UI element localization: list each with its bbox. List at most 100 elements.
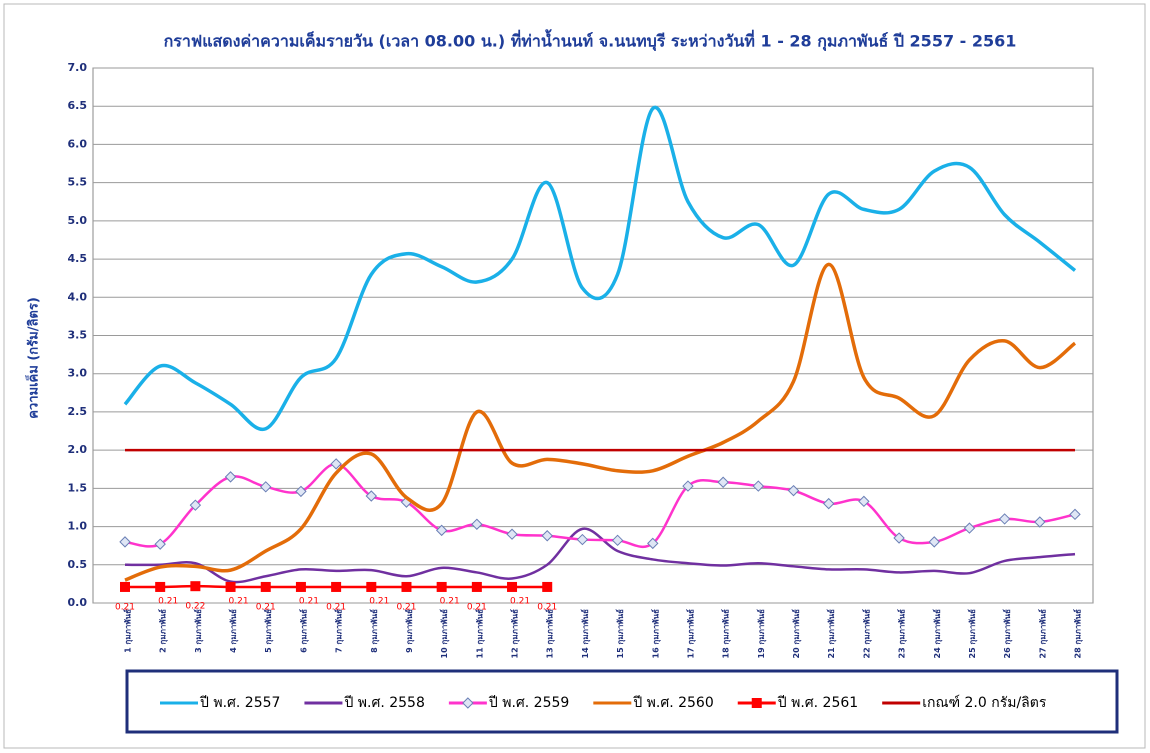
y-tick-label: 2.0	[68, 443, 88, 456]
x-tick-label: 3 กุมภาพันธ์	[193, 609, 204, 653]
y-tick-label: 3.5	[68, 329, 88, 342]
x-tick-label: 22 กุมภาพันธ์	[861, 609, 872, 659]
point	[155, 581, 166, 592]
point	[1069, 508, 1081, 521]
x-tick-label: 18 กุมภาพันธ์	[721, 609, 732, 659]
y-tick-label: 1.5	[68, 481, 88, 494]
data-label: 0.21	[396, 602, 416, 612]
x-tick-label: 20 กุมภาพันธ์	[791, 609, 802, 659]
y-tick-label: 6.5	[68, 99, 88, 112]
point	[507, 581, 518, 592]
legend-label: ปี พ.ศ. 2561	[777, 695, 858, 711]
x-tick-label: 2 กุมภาพันธ์	[158, 609, 169, 653]
y-tick-label: 0.0	[68, 596, 88, 609]
point	[752, 480, 765, 492]
point	[858, 495, 870, 508]
point	[436, 581, 447, 592]
legend-label: ปี พ.ศ. 2558	[344, 695, 425, 711]
point	[998, 513, 1011, 525]
x-tick-label: 28 กุมภาพันธ์	[1073, 609, 1084, 659]
y-tick-label: 7.0	[68, 61, 88, 74]
x-tick-label: 9 กุมภาพันธ์	[404, 609, 415, 653]
x-tick-label: 5 กุมภาพันธ์	[263, 609, 274, 653]
x-tick-label: 25 กุมภาพันธ์	[967, 609, 978, 659]
point	[119, 536, 131, 548]
data-label: 0.21	[440, 596, 460, 606]
x-tick-label: 6 กุมภาพันธ์	[298, 609, 309, 653]
y-tick-label: 4.0	[68, 290, 88, 303]
x-tick-label: 24 กุมภาพันธ์	[932, 609, 943, 659]
x-tick-label: 7 กุมภาพันธ์	[334, 609, 345, 653]
point	[542, 581, 553, 592]
x-tick-label: 8 กุมภาพันธ์	[369, 609, 380, 653]
point	[611, 534, 624, 547]
data-label: 0.21	[467, 602, 487, 612]
point	[365, 490, 378, 502]
x-tick-label: 13 กุมภาพันธ์	[545, 609, 556, 659]
legend-marker	[751, 698, 762, 708]
point	[822, 497, 835, 510]
data-label: 0.21	[369, 596, 389, 606]
point	[331, 581, 342, 592]
data-label: 0.21	[299, 596, 319, 606]
point	[224, 471, 237, 483]
point	[541, 530, 553, 542]
series-line	[124, 527, 1076, 584]
y-tick-label: 1.0	[68, 520, 88, 533]
y-axis-label: ความเค็ม (กรัม/ลิตร)	[24, 297, 42, 419]
x-tick-label: 23 กุมภาพันธ์	[897, 609, 908, 659]
point	[717, 476, 729, 488]
point	[295, 581, 306, 592]
y-tick-label: 5.5	[68, 176, 88, 189]
x-tick-label: 11 กุมภาพันธ์	[474, 609, 485, 659]
point	[154, 538, 166, 550]
point	[260, 481, 272, 493]
x-tick-label: 16 กุมภาพันธ์	[650, 609, 661, 659]
point	[471, 518, 483, 530]
data-label: 0.21	[115, 602, 135, 612]
series-line	[124, 462, 1076, 549]
point	[189, 499, 202, 511]
y-tick-label: 5.0	[68, 214, 88, 227]
point	[295, 485, 307, 498]
y-tick-label: 0.5	[68, 558, 88, 571]
legend-label: ปี พ.ศ. 2557	[200, 695, 281, 711]
x-tick-label: 15 กุมภาพันธ์	[615, 609, 626, 659]
point	[893, 532, 905, 544]
data-label: 0.21	[510, 596, 530, 606]
x-tick-label: 10 กุมภาพันธ์	[439, 609, 450, 659]
legend-label: ปี พ.ศ. 2559	[488, 695, 569, 711]
x-tick-label: 4 กุมภาพันธ์	[228, 609, 239, 653]
x-tick-label: 27 กุมภาพันธ์	[1037, 609, 1048, 659]
x-tick-label: 19 กุมภาพันธ์	[756, 609, 767, 659]
data-label: 0.21	[158, 596, 178, 606]
point	[576, 533, 589, 546]
x-tick-label: 14 กุมภาพันธ์	[580, 609, 591, 659]
series-line	[124, 262, 1077, 582]
x-tick-label: 26 กุมภาพันธ์	[1002, 609, 1013, 659]
y-tick-label: 4.5	[68, 252, 88, 265]
chart-title: กราฟแสดงค่าความเค็มรายวัน (เวลา 08.00 น.…	[164, 29, 1017, 52]
point	[787, 484, 800, 497]
data-label: 0.21	[229, 596, 249, 606]
legend-marker	[462, 697, 474, 709]
data-label: 0.21	[256, 602, 276, 612]
point	[330, 458, 342, 470]
y-tick-label: 6.0	[68, 137, 88, 150]
series-line	[123, 105, 1077, 432]
data-label: 0.21	[326, 602, 346, 612]
x-tick-label: 21 กุมภาพันธ์	[826, 609, 837, 659]
point	[401, 581, 412, 592]
y-tick-label: 3.0	[68, 367, 88, 380]
x-tick-label: 1 กุมภาพันธ์	[123, 609, 134, 653]
point	[647, 537, 659, 550]
point	[120, 581, 130, 592]
chart-frame	[3, 3, 1146, 749]
point	[435, 524, 448, 537]
point	[225, 581, 236, 592]
point	[190, 581, 201, 592]
legend-label: ปี พ.ศ. 2560	[633, 695, 714, 711]
legend-label: เกณฑ์ 2.0 กรัม/ลิตร	[922, 694, 1047, 711]
point	[963, 522, 976, 534]
